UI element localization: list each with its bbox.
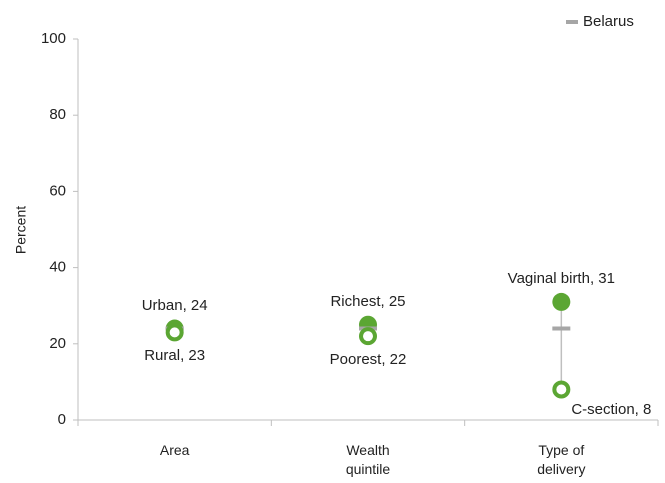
data-label: Rural, 23 (144, 347, 206, 365)
point-hollow (359, 327, 377, 346)
y-tick-label: 60 (49, 182, 66, 199)
data-label: C-section, 8 (571, 400, 652, 418)
point-hollow (552, 380, 571, 399)
point-hollow (165, 323, 184, 342)
legend-label: Belarus (583, 13, 634, 30)
data-label: Richest, 25 (330, 292, 406, 310)
y-tick-label: 80 (49, 106, 66, 123)
x-tick-label: Area (159, 442, 190, 458)
y-tick-label: 20 (49, 335, 66, 352)
x-tick-label: Type of delivery (537, 442, 586, 477)
data-label: Vaginal birth, 31 (507, 269, 615, 287)
x-tick-label: Wealth quintile (345, 442, 391, 477)
y-axis-label: Percent (13, 206, 29, 254)
y-tick-label: 0 (58, 411, 66, 428)
y-tick-label: 100 (41, 30, 66, 47)
y-tick-label: 40 (49, 259, 66, 276)
data-label: Urban, 24 (141, 296, 208, 314)
data-label: Poorest, 22 (329, 351, 407, 369)
point-filled (552, 292, 571, 311)
